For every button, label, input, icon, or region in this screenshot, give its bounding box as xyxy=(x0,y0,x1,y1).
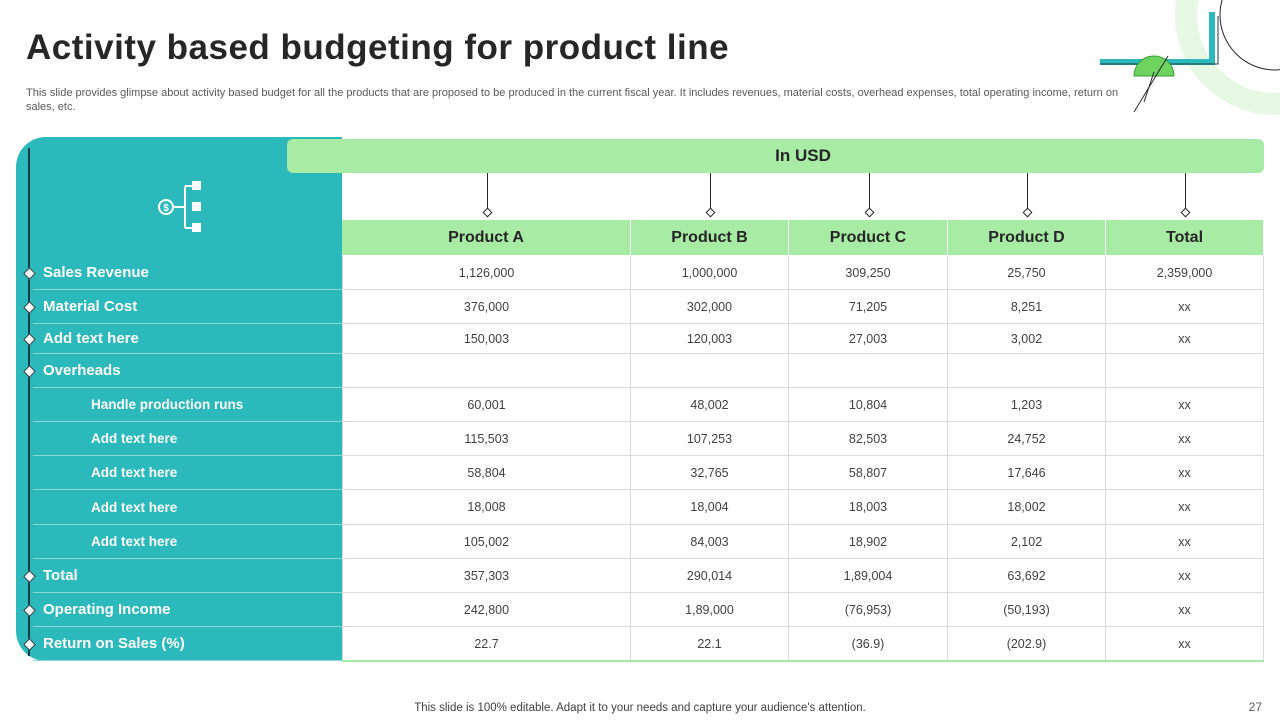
table-cell: 357,303 xyxy=(342,559,631,593)
row-label: Add text here xyxy=(33,490,342,525)
table-cell: 82,503 xyxy=(789,422,948,456)
unit-header: In USD xyxy=(287,139,1264,173)
table-cell: xx xyxy=(1106,456,1264,490)
column-connector-dot xyxy=(1180,207,1191,218)
row-label: Return on Sales (%) xyxy=(33,627,342,661)
column-header: Product B xyxy=(631,220,789,255)
row-label: Operating Income xyxy=(33,593,342,627)
column-connector-dot xyxy=(482,207,493,218)
table-cell xyxy=(948,354,1106,388)
table-cell: xx xyxy=(1106,490,1264,525)
row-label: Overheads xyxy=(33,354,342,388)
column-connector-dot xyxy=(1022,207,1033,218)
table-cell: 22.1 xyxy=(631,627,789,661)
dollar-hierarchy-icon: $ xyxy=(158,181,201,232)
table-cell: xx xyxy=(1106,388,1264,422)
table-cell: (36.9) xyxy=(789,627,948,661)
column-header: Product C xyxy=(789,220,948,255)
table-cell: xx xyxy=(1106,593,1264,627)
column-header: Product D xyxy=(948,220,1106,255)
table-cell: 120,003 xyxy=(631,324,789,354)
row-label: Material Cost xyxy=(33,290,342,324)
table-cell xyxy=(789,354,948,388)
row-labels-panel xyxy=(16,137,342,661)
table-cell: 84,003 xyxy=(631,525,789,559)
table-cell: 105,002 xyxy=(342,525,631,559)
row-label: Add text here xyxy=(33,525,342,559)
table-cell: 1,89,000 xyxy=(631,593,789,627)
table-cell: 290,014 xyxy=(631,559,789,593)
table-cell: xx xyxy=(1106,422,1264,456)
table-cell: 18,004 xyxy=(631,490,789,525)
table-cell: xx xyxy=(1106,525,1264,559)
table-cell: 48,002 xyxy=(631,388,789,422)
footer-note: This slide is 100% editable. Adapt it to… xyxy=(414,702,866,714)
table-cell: 10,804 xyxy=(789,388,948,422)
table-cell: 376,000 xyxy=(342,290,631,324)
row-label: Add text here xyxy=(33,324,342,354)
table-cell: 24,752 xyxy=(948,422,1106,456)
slide-title: Activity based budgeting for product lin… xyxy=(26,28,730,67)
table-cell xyxy=(1106,354,1264,388)
table-cell: xx xyxy=(1106,290,1264,324)
table-cell: 107,253 xyxy=(631,422,789,456)
panel-divider-line xyxy=(28,148,30,656)
table-cell: xx xyxy=(1106,324,1264,354)
column-connector-line xyxy=(869,173,870,212)
row-label: Add text here xyxy=(33,422,342,456)
svg-text:$: $ xyxy=(163,203,169,214)
table-bottom-border xyxy=(342,660,1264,662)
table-cell: 63,692 xyxy=(948,559,1106,593)
table-cell: (50,193) xyxy=(948,593,1106,627)
table-cell: 8,251 xyxy=(948,290,1106,324)
table-cell: 1,126,000 xyxy=(342,256,631,290)
table-cell: 27,003 xyxy=(789,324,948,354)
table-cell: 18,002 xyxy=(948,490,1106,525)
table-cell: xx xyxy=(1106,627,1264,661)
table-cell xyxy=(342,354,631,388)
column-connector-line xyxy=(710,173,711,212)
table-cell: 1,203 xyxy=(948,388,1106,422)
table-cell: 17,646 xyxy=(948,456,1106,490)
corner-decoration xyxy=(1100,0,1280,115)
table-cell: 18,008 xyxy=(342,490,631,525)
table-cell: 18,003 xyxy=(789,490,948,525)
table-cell: 115,503 xyxy=(342,422,631,456)
slide-description: This slide provides glimpse about activi… xyxy=(26,87,1119,113)
table-cell: 3,002 xyxy=(948,324,1106,354)
table-cell: 18,902 xyxy=(789,525,948,559)
table-cell: 58,804 xyxy=(342,456,631,490)
row-label: Total xyxy=(33,559,342,593)
column-connector-line xyxy=(1185,173,1186,212)
column-connector-line xyxy=(1027,173,1028,212)
column-header: Product A xyxy=(342,220,631,255)
column-connector-dot xyxy=(864,207,875,218)
table-cell: 242,800 xyxy=(342,593,631,627)
table-cell: 302,000 xyxy=(631,290,789,324)
table-cell: 1,89,004 xyxy=(789,559,948,593)
table-cell: xx xyxy=(1106,559,1264,593)
table-cell: 2,359,000 xyxy=(1106,256,1264,290)
column-connector-dot xyxy=(705,207,716,218)
table-cell: (76,953) xyxy=(789,593,948,627)
table-cell: 309,250 xyxy=(789,256,948,290)
table-cell: 71,205 xyxy=(789,290,948,324)
table-cell: 60,001 xyxy=(342,388,631,422)
table-cell: 1,000,000 xyxy=(631,256,789,290)
table-cell: 58,807 xyxy=(789,456,948,490)
table-cell: 2,102 xyxy=(948,525,1106,559)
column-header: Total xyxy=(1106,220,1264,255)
row-label: Sales Revenue xyxy=(33,256,342,290)
table-cell: 25,750 xyxy=(948,256,1106,290)
table-cell xyxy=(631,354,789,388)
table-cell: (202.9) xyxy=(948,627,1106,661)
column-connector-line xyxy=(487,173,488,212)
row-label: Add text here xyxy=(33,456,342,490)
page-number: 27 xyxy=(1248,700,1262,714)
table-cell: 32,765 xyxy=(631,456,789,490)
row-label: Handle production runs xyxy=(33,388,342,422)
table-cell: 22.7 xyxy=(342,627,631,661)
table-cell: 150,003 xyxy=(342,324,631,354)
